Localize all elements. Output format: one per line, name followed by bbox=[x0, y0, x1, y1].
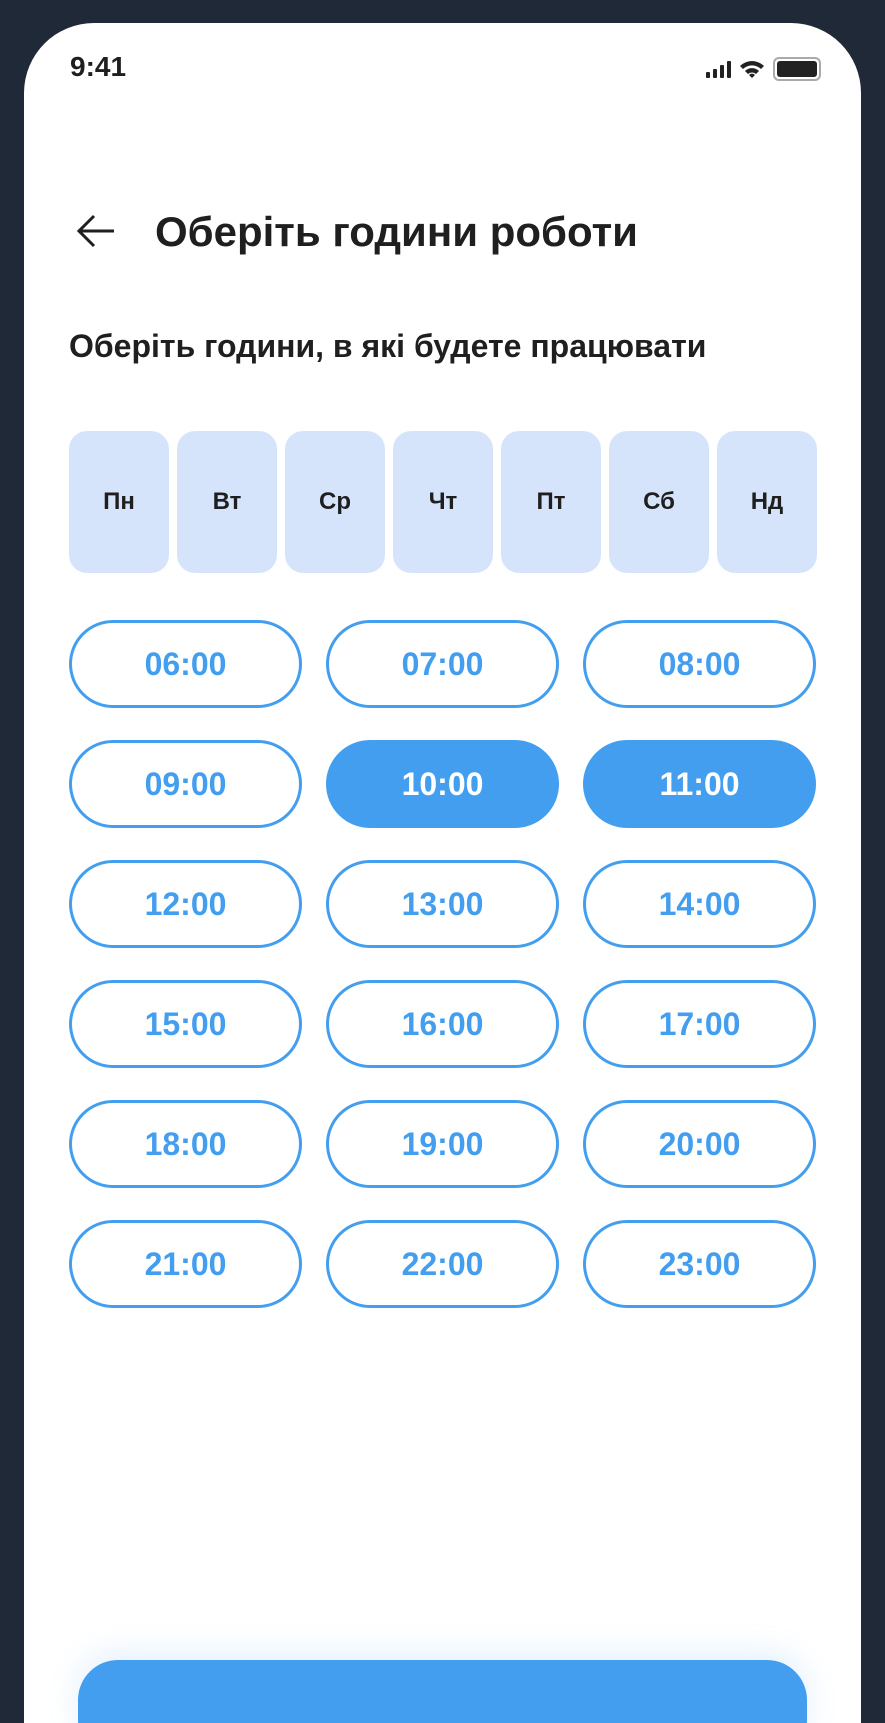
hour-grid: 06:00 07:00 08:00 09:00 10:00 11:00 12:00 13:00… bbox=[69, 620, 816, 1308]
battery-icon bbox=[773, 57, 821, 81]
hour-option[interactable]: 17:00 bbox=[583, 980, 816, 1068]
screen: 9:41 Оберіть години роботи Оберіть годин… bbox=[24, 23, 861, 1723]
hour-option[interactable]: 06:00 bbox=[69, 620, 302, 708]
status-time: 9:41 bbox=[70, 51, 127, 82]
page-title: Оберіть години роботи bbox=[155, 208, 638, 255]
wifi-icon bbox=[740, 61, 764, 78]
day-button[interactable]: Сб bbox=[609, 431, 709, 573]
hour-option[interactable]: 23:00 bbox=[583, 1220, 816, 1308]
status-icons bbox=[706, 57, 821, 81]
hour-option[interactable]: 12:00 bbox=[69, 860, 302, 948]
hour-option[interactable]: 20:00 bbox=[583, 1100, 816, 1188]
day-button[interactable]: Ср bbox=[285, 431, 385, 573]
hour-option[interactable]: 15:00 bbox=[69, 980, 302, 1068]
day-button[interactable]: Чт bbox=[393, 431, 493, 573]
day-button[interactable]: Пт bbox=[501, 431, 601, 573]
hour-option[interactable]: 22:00 bbox=[326, 1220, 559, 1308]
day-button[interactable]: Вт bbox=[177, 431, 277, 573]
hour-option[interactable]: 18:00 bbox=[69, 1100, 302, 1188]
hour-option[interactable]: 11:00 bbox=[583, 740, 816, 828]
continue-button[interactable] bbox=[78, 1660, 807, 1723]
day-button[interactable]: Пн bbox=[69, 431, 169, 573]
hour-option[interactable]: 07:00 bbox=[326, 620, 559, 708]
hour-option[interactable]: 19:00 bbox=[326, 1100, 559, 1188]
arrow-left-icon[interactable] bbox=[74, 211, 118, 251]
hour-option[interactable]: 21:00 bbox=[69, 1220, 302, 1308]
signal-icon bbox=[706, 60, 731, 78]
hour-option[interactable]: 14:00 bbox=[583, 860, 816, 948]
hour-option[interactable]: 13:00 bbox=[326, 860, 559, 948]
hour-option[interactable]: 10:00 bbox=[326, 740, 559, 828]
day-button[interactable]: Нд bbox=[717, 431, 817, 573]
hour-option[interactable]: 16:00 bbox=[326, 980, 559, 1068]
section-subtitle: Оберіть години, в які будете працювати bbox=[69, 328, 707, 364]
hour-option[interactable]: 09:00 bbox=[69, 740, 302, 828]
day-selector: Пн Вт Ср Чт Пт Сб Нд bbox=[69, 431, 817, 573]
hour-option[interactable]: 08:00 bbox=[583, 620, 816, 708]
